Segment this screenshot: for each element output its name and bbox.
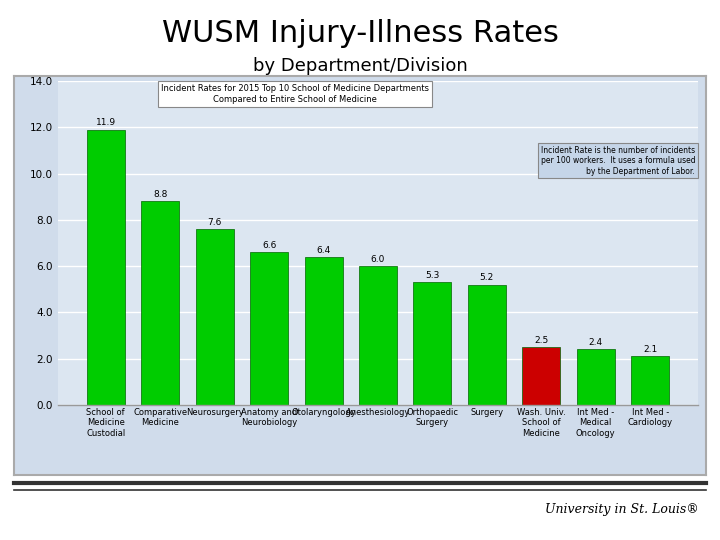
Bar [359, 266, 397, 405]
Bar [196, 229, 234, 405]
Bar [141, 201, 179, 405]
Text: Incident Rate is the number of incidents
per 100 workers.  It uses a formula use: Incident Rate is the number of incidents… [541, 146, 696, 176]
Text: 5.3: 5.3 [426, 271, 440, 280]
Text: 5.2: 5.2 [480, 273, 494, 282]
Text: 2.5: 2.5 [534, 336, 549, 345]
Bar [413, 282, 451, 405]
Bar [522, 347, 560, 405]
Text: by Department/Division: by Department/Division [253, 57, 467, 75]
Bar [468, 285, 506, 405]
Text: 6.4: 6.4 [316, 246, 330, 254]
Text: 8.8: 8.8 [153, 190, 168, 199]
Bar [631, 356, 670, 405]
Text: WUSM Injury-Illness Rates: WUSM Injury-Illness Rates [161, 19, 559, 48]
Bar [577, 349, 615, 405]
Text: 2.1: 2.1 [643, 345, 657, 354]
Text: Incident Rates for 2015 Top 10 School of Medicine Departments
Compared to Entire: Incident Rates for 2015 Top 10 School of… [161, 84, 428, 104]
Bar [86, 130, 125, 405]
Text: 7.6: 7.6 [207, 218, 222, 227]
Bar [250, 252, 288, 405]
Bar [305, 257, 343, 405]
Text: 2.4: 2.4 [589, 338, 603, 347]
Text: 6.0: 6.0 [371, 255, 385, 264]
Text: 11.9: 11.9 [96, 118, 116, 127]
Text: 6.6: 6.6 [262, 241, 276, 250]
Text: University in St. Louis®: University in St. Louis® [544, 503, 698, 516]
